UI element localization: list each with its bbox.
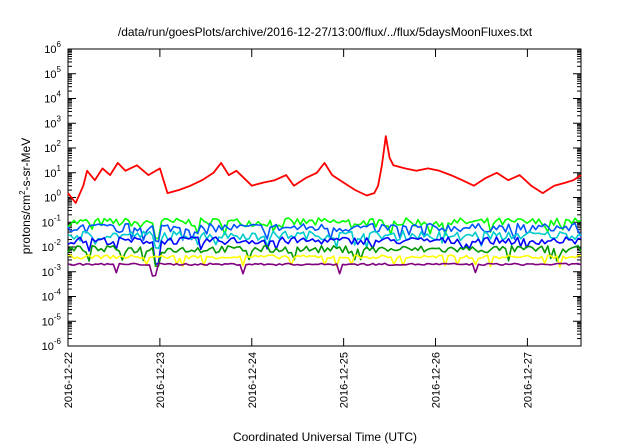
- y-axis-label: protons/cm2-s-sr-MeV: [18, 138, 33, 254]
- x-tick-label: 2016-12-24: [247, 352, 259, 408]
- x-axis-label: Coordinated Universal Time (UTC): [233, 430, 417, 444]
- y-tick-label: 10-6: [42, 337, 62, 353]
- y-tick-label: 10-5: [42, 312, 62, 328]
- x-tick-label: 2016-12-25: [339, 352, 351, 408]
- y-tick-label: 103: [44, 114, 61, 130]
- series-line: [67, 244, 582, 267]
- plot-frame: [67, 48, 582, 347]
- x-tick-label: 2016-12-27: [522, 352, 534, 408]
- y-tick-label: 104: [44, 90, 61, 106]
- y-axis: 10-6 10-5 10-4 10-3 10-2 10-1 100 101 102 103 104 1…: [42, 40, 581, 353]
- y-tick-label: 105: [44, 65, 61, 81]
- y-tick-label: 102: [44, 139, 61, 155]
- x-tick-label: 2016-12-22: [63, 352, 75, 408]
- x-tick-label: 2016-12-26: [431, 352, 443, 408]
- y-tick-label: 10-4: [42, 288, 62, 304]
- chart-title: /data/run/goesPlots/archive/2016-12-27/1…: [118, 25, 533, 39]
- series-line: [67, 135, 582, 204]
- y-tick-label: 100: [44, 189, 61, 205]
- y-tick-label: 10-2: [42, 238, 62, 254]
- x-axis: 2016-12-22 2016-12-23 2016-12-24 2016-12-25…: [63, 49, 534, 408]
- y-tick-label: 106: [44, 40, 61, 56]
- x-tick-label: 2016-12-23: [155, 352, 167, 408]
- series-line: [67, 262, 582, 277]
- y-tick-label: 10-1: [42, 213, 62, 229]
- series-group: [67, 135, 582, 277]
- y-tick-label: 101: [44, 164, 61, 180]
- svg-text:protons/cm2-s-sr-MeV: protons/cm2-s-sr-MeV: [18, 138, 33, 254]
- y-tick-label: 10-3: [42, 263, 62, 279]
- series-line: [67, 222, 582, 243]
